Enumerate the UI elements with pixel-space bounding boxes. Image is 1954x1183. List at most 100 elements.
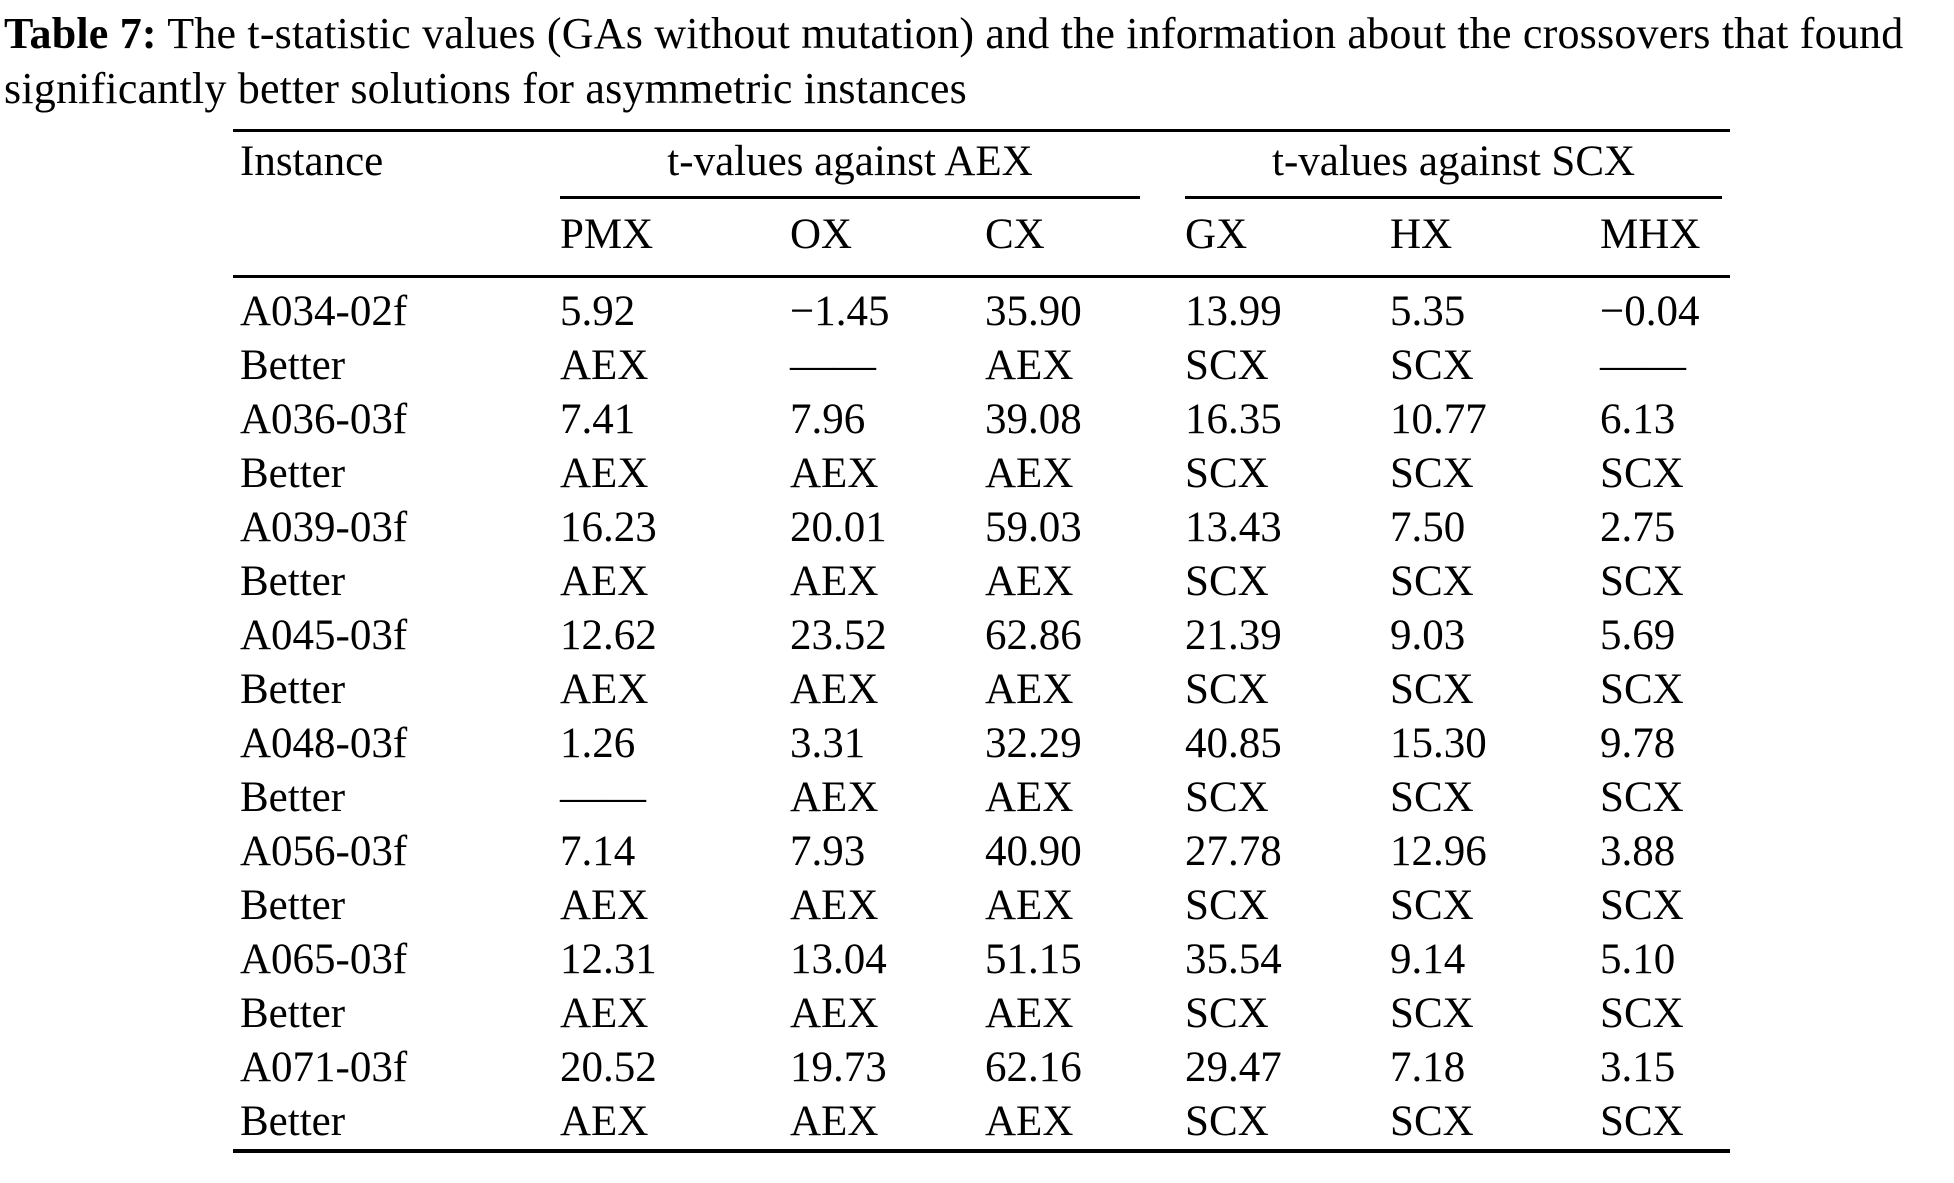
caption-label: Table 7: [4,9,157,58]
better-crossover-cell: —— [790,341,876,389]
better-row: Better AEX AEX AEX SCX SCX SCX [233,879,1730,933]
t-value-cell: 7.18 [1390,1043,1466,1091]
better-crossover-cell: SCX [1185,773,1269,821]
instance-name: A039-03f [240,503,408,551]
group-label-aex: t-values against AEX [560,139,1141,199]
t-value-cell: 21.39 [1185,611,1282,659]
better-row-label: Better [240,773,346,821]
better-crossover-cell: AEX [985,989,1074,1037]
group-header-aex: t-values against AEX [560,130,1185,199]
better-row-label: Better [240,341,346,389]
t-value-cell: 9.14 [1390,935,1466,983]
results-table-wrap: Instance t-values against AEX t-values a… [233,128,1731,1153]
t-value-cell: 10.77 [1390,395,1487,443]
better-crossover-cell: SCX [1185,665,1269,713]
better-crossover-cell: AEX [790,773,879,821]
better-crossover-cell: SCX [1390,773,1474,821]
t-value-cell: 7.14 [560,827,636,875]
better-crossover-cell: SCX [1390,1097,1474,1145]
t-value-cell: 2.75 [1600,503,1676,551]
better-row-label: Better [240,1097,346,1145]
better-row: Better AEX AEX AEX SCX SCX SCX [233,555,1730,609]
t-value-cell: 7.96 [790,395,866,443]
group-label-scx: t-values against SCX [1185,139,1723,199]
better-crossover-cell: SCX [1600,665,1684,713]
better-crossover-cell: SCX [1185,881,1269,929]
group-header-scx: t-values against SCX [1185,130,1730,199]
t-value-cell: 9.03 [1390,611,1466,659]
better-row: Better AEX AEX AEX SCX SCX SCX [233,1095,1730,1151]
instance-row: A034-02f 5.92 −1.45 35.90 13.99 5.35 −0.04 [233,276,1730,339]
better-crossover-cell: SCX [1390,989,1474,1037]
t-value-cell: 3.15 [1600,1043,1676,1091]
instance-row: A048-03f 1.26 3.31 32.29 40.85 15.30 9.78 [233,717,1730,771]
better-crossover-cell: SCX [1390,665,1474,713]
t-value-cell: 29.47 [1185,1043,1282,1091]
t-value-cell: −1.45 [790,287,890,335]
t-value-cell: 62.86 [985,611,1082,659]
better-crossover-cell: AEX [790,881,879,929]
t-value-cell: 20.52 [560,1043,657,1091]
column-header-mhx: MHX [1600,198,1731,278]
t-value-cell: 12.31 [560,935,657,983]
better-crossover-cell: AEX [560,665,649,713]
column-header-row: PMX OX CX GX HX MHX [233,198,1731,278]
better-crossover-cell: SCX [1390,557,1474,605]
better-crossover-cell: AEX [790,557,879,605]
better-crossover-cell: SCX [1600,881,1684,929]
instance-name: A048-03f [240,719,408,767]
t-value-cell: 5.10 [1600,935,1676,983]
column-header-gx: GX [1185,198,1391,278]
better-row-label: Better [240,989,346,1037]
better-row-label: Better [240,557,346,605]
better-crossover-cell: SCX [1390,341,1474,389]
t-value-cell: 15.30 [1390,719,1487,767]
better-crossover-cell: AEX [985,665,1074,713]
t-value-cell: 59.03 [985,503,1082,551]
better-crossover-cell: SCX [1600,449,1684,497]
better-crossover-cell: AEX [560,1097,649,1145]
instance-column-header: Instance [240,137,384,185]
column-header-ox: OX [790,198,985,278]
t-value-cell: 7.41 [560,395,636,443]
better-crossover-cell: SCX [1185,989,1269,1037]
t-value-cell: 27.78 [1185,827,1282,875]
t-value-cell: 13.43 [1185,503,1282,551]
better-row-label: Better [240,665,346,713]
better-crossover-cell: SCX [1185,1097,1269,1145]
better-crossover-cell: AEX [560,881,649,929]
instance-name: A056-03f [240,827,408,875]
t-value-cell: 40.85 [1185,719,1282,767]
t-value-cell: 40.90 [985,827,1082,875]
t-value-cell: 20.01 [790,503,887,551]
column-header-cx: CX [985,198,1186,278]
better-crossover-cell: AEX [790,665,879,713]
column-header-hx: HX [1390,198,1601,278]
t-value-cell: 3.31 [790,719,866,767]
better-crossover-cell: —— [1600,341,1687,389]
instance-row: A045-03f 12.62 23.52 62.86 21.39 9.03 5.69 [233,609,1730,663]
better-crossover-cell: AEX [790,449,879,497]
t-value-cell: 13.99 [1185,287,1282,335]
t-value-cell: 23.52 [790,611,887,659]
better-crossover-cell: SCX [1600,989,1684,1037]
t-value-cell: −0.04 [1600,287,1700,335]
t-value-cell: 39.08 [985,395,1082,443]
better-crossover-cell: AEX [985,773,1074,821]
empty-header-cell [233,198,560,278]
t-value-cell: 32.29 [985,719,1082,767]
instance-name: A045-03f [240,611,408,659]
better-crossover-cell: AEX [560,341,649,389]
t-value-cell: 1.26 [560,719,636,767]
better-crossover-cell: SCX [1185,341,1269,389]
better-row: Better AEX —— AEX SCX SCX —— [233,339,1730,393]
better-row: Better AEX AEX AEX SCX SCX SCX [233,447,1730,501]
better-row: Better AEX AEX AEX SCX SCX SCX [233,663,1730,717]
better-row-label: Better [240,449,346,497]
better-crossover-cell: SCX [1185,557,1269,605]
better-row: Better AEX AEX AEX SCX SCX SCX [233,987,1730,1041]
t-value-cell: 7.50 [1390,503,1466,551]
instance-name: A065-03f [240,935,408,983]
t-value-cell: 35.90 [985,287,1082,335]
better-row-label: Better [240,881,346,929]
